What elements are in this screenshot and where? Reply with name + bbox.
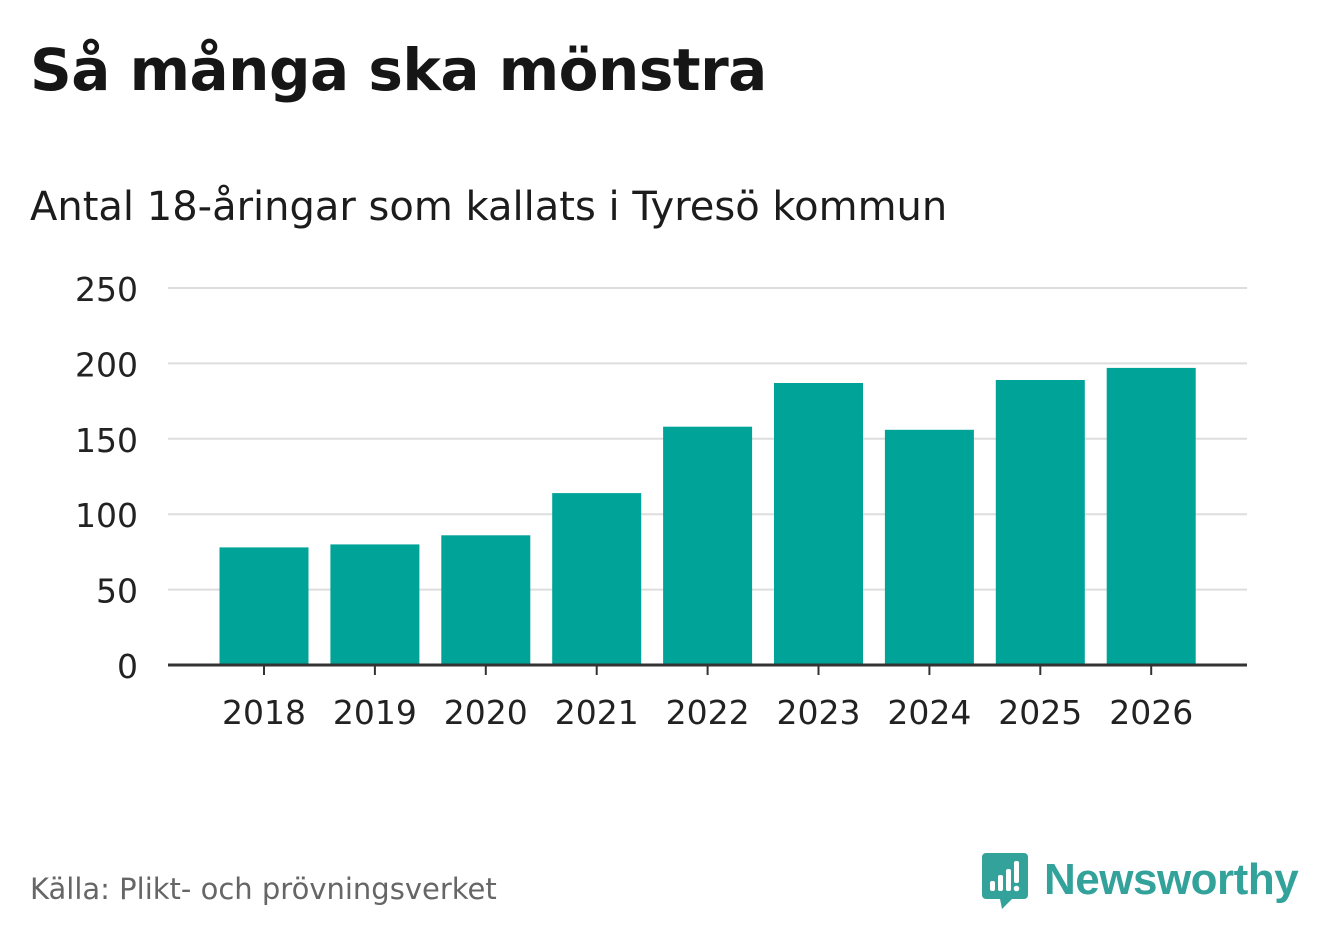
y-tick-label: 100: [75, 496, 138, 535]
bar-2025: [995, 380, 1085, 665]
bar-2023: [774, 383, 863, 665]
bar-2020: [441, 535, 531, 665]
y-tick-label: 150: [75, 421, 138, 460]
x-tick-label: 2020: [444, 693, 528, 732]
brand-name: Newsworthy: [1044, 855, 1299, 904]
bar-2022: [663, 426, 753, 665]
x-tick-label: 2025: [998, 693, 1082, 732]
chart-title: Så många ska mönstra: [30, 36, 767, 104]
x-tick-label: 2026: [1109, 693, 1193, 732]
y-tick-label: 0: [117, 647, 138, 686]
x-tick-label: 2023: [777, 693, 861, 732]
source-note: Källa: Plikt- och prövningsverket: [30, 872, 497, 906]
y-tick-label: 250: [75, 270, 138, 309]
chart-subtitle: Antal 18-åringar som kallats i Tyresö ko…: [30, 184, 948, 230]
newsworthy-logo-icon: [982, 853, 1028, 909]
bar-2019: [330, 544, 420, 665]
bar-2021: [552, 493, 642, 665]
x-tick-label: 2019: [333, 693, 417, 732]
bar-2026: [1106, 367, 1196, 665]
y-axis-ticks: 0 50 100 150 200 250: [75, 270, 138, 686]
bar-2024: [884, 429, 974, 665]
y-tick-label: 50: [96, 572, 138, 611]
x-tick-label: 2024: [887, 693, 971, 732]
bar-2018: [219, 547, 309, 665]
y-tick-label: 200: [75, 345, 138, 384]
x-axis: 2018 2019 2020 2021 2022 2023 2024 2025 2026: [168, 663, 1247, 732]
bars: [219, 367, 1196, 665]
brand-logo[interactable]: Newsworthy: [980, 848, 1299, 912]
x-tick-label: 2018: [222, 693, 306, 732]
x-tick-label: 2021: [555, 693, 639, 732]
x-tick-label: 2022: [666, 693, 750, 732]
